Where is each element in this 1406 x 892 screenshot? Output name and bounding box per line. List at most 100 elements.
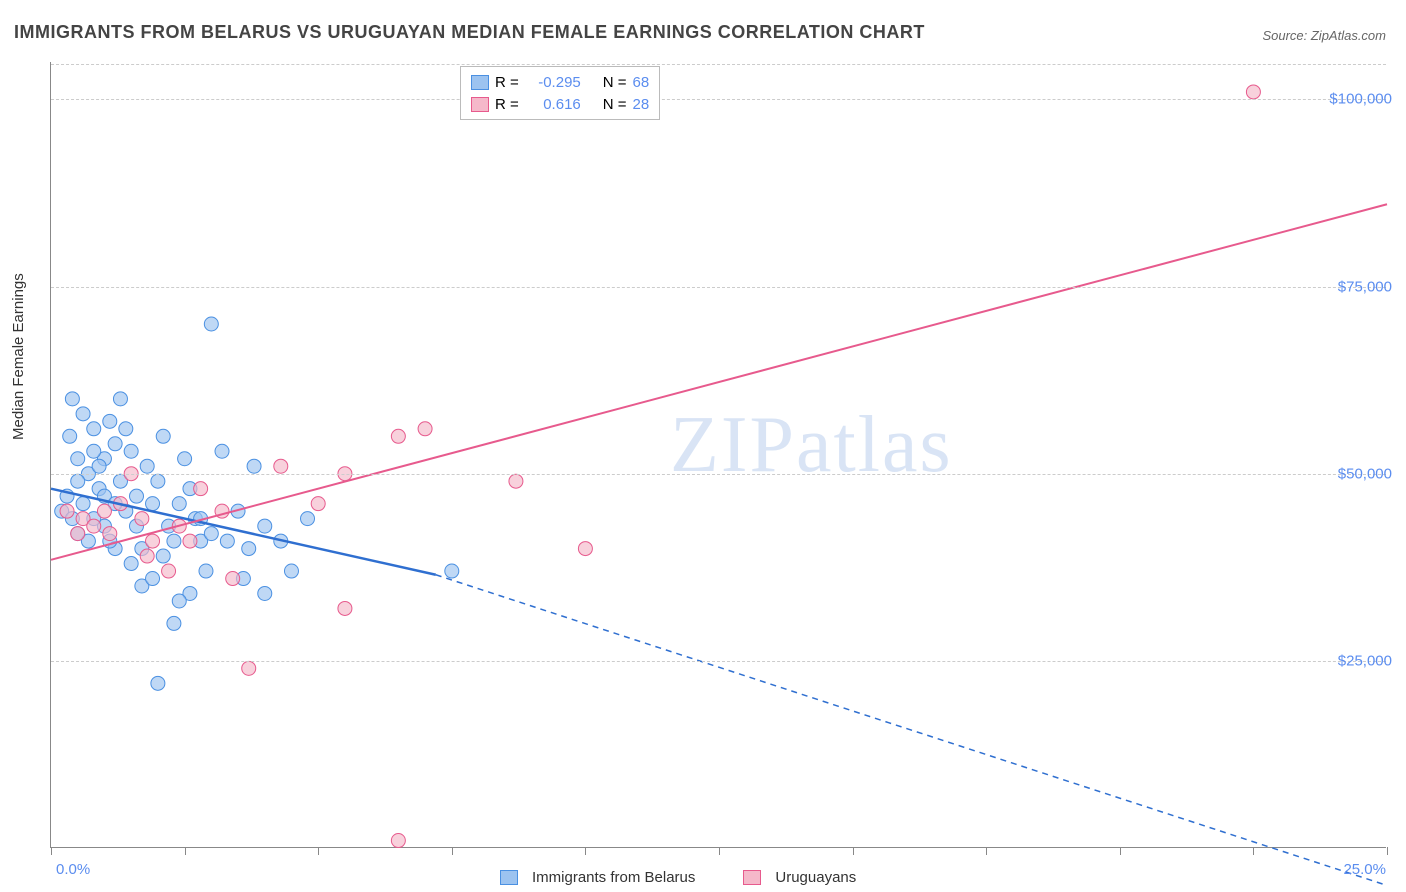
data-point-belarus [156, 549, 170, 563]
tick-x [585, 847, 586, 855]
data-point-belarus [124, 444, 138, 458]
data-point-belarus [204, 527, 218, 541]
r-label: R = [495, 96, 519, 113]
x-tick-label-min: 0.0% [56, 861, 90, 878]
r-label: R = [495, 74, 519, 91]
gridline-h [51, 287, 1386, 288]
tick-x [986, 847, 987, 855]
data-point-belarus [146, 497, 160, 511]
legend-label-belarus: Immigrants from Belarus [532, 869, 695, 886]
y-tick-label: $25,000 [1338, 652, 1392, 669]
gridline-h [51, 99, 1386, 100]
series-legend: Immigrants from Belarus Uruguayans [500, 869, 856, 886]
data-point-uruguay [87, 519, 101, 533]
data-point-belarus [124, 557, 138, 571]
y-tick-label: $75,000 [1338, 278, 1392, 295]
data-point-belarus [172, 594, 186, 608]
data-point-uruguay [311, 497, 325, 511]
data-point-belarus [178, 452, 192, 466]
data-point-uruguay [71, 527, 85, 541]
tick-x [318, 847, 319, 855]
data-point-uruguay [509, 474, 523, 488]
n-value-belarus: 68 [633, 74, 650, 91]
n-value-uruguay: 28 [633, 96, 650, 113]
data-point-belarus [76, 497, 90, 511]
data-point-uruguay [97, 504, 111, 518]
chart-svg [51, 62, 1386, 847]
source-attribution: Source: ZipAtlas.com [1262, 28, 1386, 43]
data-point-uruguay [135, 512, 149, 526]
data-point-belarus [65, 392, 79, 406]
source-prefix: Source: [1262, 28, 1310, 43]
tick-x [185, 847, 186, 855]
data-point-uruguay [578, 542, 592, 556]
tick-x [1120, 847, 1121, 855]
data-point-belarus [87, 444, 101, 458]
regression-extrapolation-belarus [436, 575, 1387, 886]
plot-area [50, 62, 1386, 848]
swatch-belarus [471, 75, 489, 90]
gridline-h [51, 64, 1386, 65]
data-point-uruguay [140, 549, 154, 563]
data-point-belarus [119, 422, 133, 436]
legend-label-uruguay: Uruguayans [775, 869, 856, 886]
data-point-belarus [103, 414, 117, 428]
data-point-belarus [63, 429, 77, 443]
legend-row-belarus: R = -0.295 N = 68 [471, 71, 649, 93]
data-point-belarus [151, 474, 165, 488]
r-value-uruguay: 0.616 [525, 96, 581, 113]
data-point-uruguay [162, 564, 176, 578]
data-point-belarus [71, 452, 85, 466]
data-point-belarus [130, 489, 144, 503]
r-value-belarus: -0.295 [525, 74, 581, 91]
gridline-h [51, 474, 1386, 475]
data-point-uruguay [183, 534, 197, 548]
data-point-belarus [172, 497, 186, 511]
data-point-belarus [284, 564, 298, 578]
swatch-uruguay [471, 97, 489, 112]
data-point-belarus [156, 429, 170, 443]
x-tick-label-max: 25.0% [1343, 861, 1386, 878]
data-point-belarus [215, 444, 229, 458]
data-point-belarus [71, 474, 85, 488]
data-point-belarus [167, 534, 181, 548]
data-point-uruguay [391, 429, 405, 443]
data-point-uruguay [338, 601, 352, 615]
data-point-belarus [167, 616, 181, 630]
data-point-belarus [445, 564, 459, 578]
data-point-uruguay [60, 504, 74, 518]
tick-x [719, 847, 720, 855]
legend-row-uruguay: R = 0.616 N = 28 [471, 93, 649, 115]
data-point-belarus [301, 512, 315, 526]
data-point-uruguay [274, 459, 288, 473]
data-point-uruguay [146, 534, 160, 548]
tick-x [1387, 847, 1388, 855]
regression-line-uruguay [51, 204, 1387, 560]
tick-x [853, 847, 854, 855]
y-tick-label: $50,000 [1338, 465, 1392, 482]
y-axis-label: Median Female Earnings [10, 273, 27, 440]
data-point-belarus [76, 407, 90, 421]
tick-x [1253, 847, 1254, 855]
data-point-uruguay [1246, 85, 1260, 99]
data-point-belarus [151, 676, 165, 690]
data-point-belarus [140, 459, 154, 473]
data-point-uruguay [103, 527, 117, 541]
chart-title: IMMIGRANTS FROM BELARUS VS URUGUAYAN MED… [14, 22, 925, 43]
data-point-belarus [108, 437, 122, 451]
data-point-belarus [258, 586, 272, 600]
tick-x [452, 847, 453, 855]
data-point-uruguay [226, 572, 240, 586]
n-label: N = [603, 74, 627, 91]
data-point-belarus [220, 534, 234, 548]
data-point-belarus [204, 317, 218, 331]
n-label: N = [603, 96, 627, 113]
data-point-belarus [146, 572, 160, 586]
data-point-uruguay [391, 834, 405, 848]
swatch-belarus-icon [500, 870, 518, 885]
data-point-belarus [199, 564, 213, 578]
data-point-belarus [242, 542, 256, 556]
source-name: ZipAtlas.com [1311, 28, 1386, 43]
data-point-belarus [113, 392, 127, 406]
data-point-uruguay [242, 661, 256, 675]
